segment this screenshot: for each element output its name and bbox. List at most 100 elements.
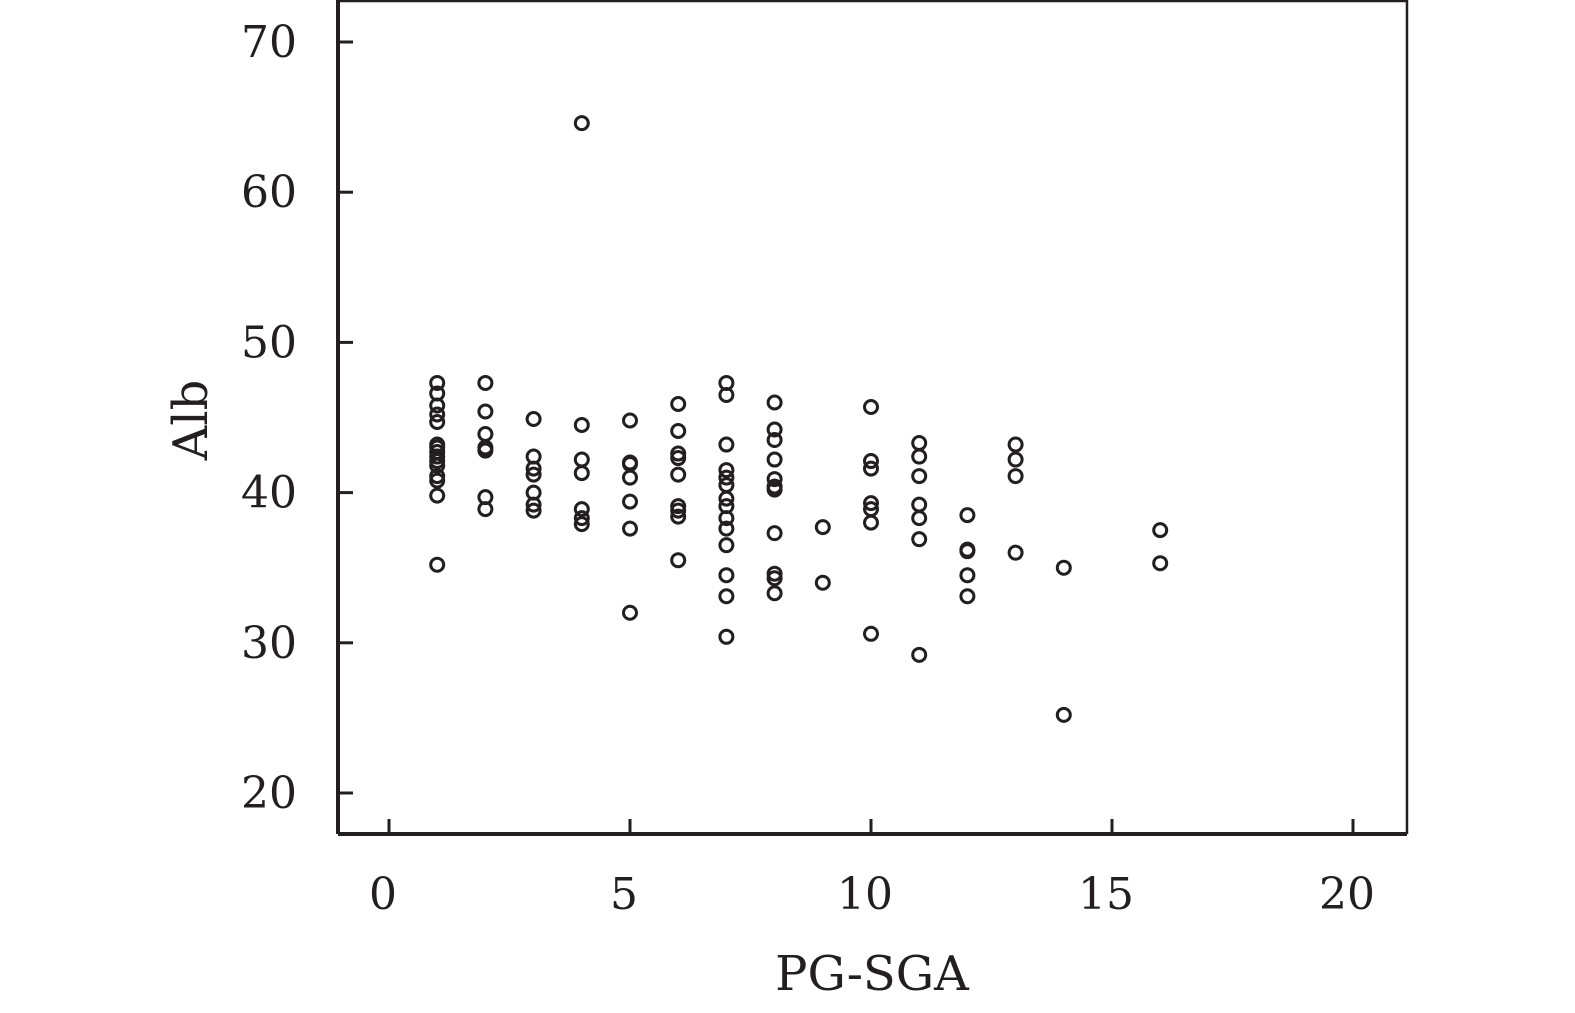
data-point [429, 406, 446, 423]
data-point [670, 466, 687, 483]
data-point [766, 421, 783, 438]
data-point [573, 115, 590, 132]
data-point [670, 502, 687, 519]
data-point [959, 588, 976, 605]
data-point [1152, 555, 1169, 572]
data-point [814, 519, 831, 536]
x-axis-title: PG-SGA [775, 946, 970, 1002]
data-point [573, 516, 590, 533]
data-point [477, 374, 494, 391]
data-point [766, 585, 783, 602]
y-tick-label: 60 [241, 167, 297, 218]
data-point [1007, 451, 1024, 468]
x-tick-label: 0 [369, 869, 397, 920]
data-point [573, 501, 590, 518]
data-point [718, 588, 735, 605]
data-point [525, 411, 542, 428]
data-point [525, 460, 542, 477]
data-point [429, 487, 446, 504]
data-point [718, 537, 735, 554]
x-axis-ticks: 0 5 10 15 20 [369, 819, 1375, 920]
data-point [718, 386, 735, 403]
data-point [670, 450, 687, 467]
data-point [670, 395, 687, 412]
data-point [863, 495, 879, 512]
data-point [766, 570, 783, 587]
data-point [670, 552, 687, 569]
data-point [911, 435, 928, 452]
data-points [429, 115, 1169, 723]
x-tick-label: 10 [837, 869, 893, 920]
data-point [718, 520, 735, 537]
data-point [718, 628, 735, 645]
data-point [622, 604, 638, 621]
data-point [622, 412, 638, 429]
data-point [477, 426, 494, 443]
data-point [718, 490, 735, 507]
data-point [863, 625, 879, 642]
data-point [959, 507, 976, 524]
data-point [766, 481, 783, 498]
data-point [911, 510, 928, 527]
data-point [766, 471, 783, 488]
data-point [525, 502, 542, 519]
data-point [911, 646, 928, 663]
data-point [429, 457, 446, 474]
data-point [1055, 706, 1072, 723]
data-point [911, 468, 928, 485]
data-point [573, 465, 590, 482]
data-point [622, 469, 638, 486]
data-point [911, 531, 928, 548]
data-point [670, 508, 687, 525]
x-tick-label: 20 [1319, 869, 1375, 920]
data-point [863, 453, 879, 470]
x-tick-label: 5 [610, 869, 638, 920]
data-point [573, 510, 590, 527]
data-point [1055, 559, 1072, 576]
data-point [429, 397, 446, 414]
x-tick-label: 15 [1078, 869, 1134, 920]
data-point [863, 460, 879, 477]
data-point [1007, 436, 1024, 453]
data-point [573, 451, 590, 468]
data-point [429, 556, 446, 573]
data-point [525, 496, 542, 513]
data-point [766, 394, 783, 411]
data-point [718, 510, 735, 527]
data-point [1152, 522, 1169, 539]
data-point [766, 451, 783, 468]
data-point [959, 543, 976, 560]
data-point [477, 442, 494, 459]
y-tick-label: 70 [241, 17, 297, 68]
data-point [573, 417, 590, 434]
data-point [1007, 544, 1024, 561]
y-tick-label: 20 [241, 768, 297, 819]
data-point [477, 501, 494, 518]
data-point [1007, 468, 1024, 485]
data-point [863, 514, 879, 531]
data-point [429, 472, 446, 489]
data-point [429, 414, 446, 431]
data-point [718, 436, 735, 453]
data-point [766, 432, 783, 449]
data-point [477, 403, 494, 420]
data-point [718, 567, 735, 584]
data-point [622, 493, 638, 510]
y-tick-label: 40 [241, 468, 297, 519]
y-tick-label: 30 [241, 618, 297, 669]
data-point [718, 462, 735, 479]
y-axis-title: Alb [163, 380, 219, 462]
data-point [911, 448, 928, 465]
data-point [959, 567, 976, 584]
data-point [814, 574, 831, 591]
plot-frame [336, 0, 1409, 836]
data-point [670, 423, 687, 440]
data-point [863, 398, 879, 415]
data-point [429, 374, 446, 391]
data-point [766, 525, 783, 542]
data-point [911, 496, 928, 513]
y-tick-label: 50 [241, 317, 297, 368]
data-point [622, 520, 638, 537]
